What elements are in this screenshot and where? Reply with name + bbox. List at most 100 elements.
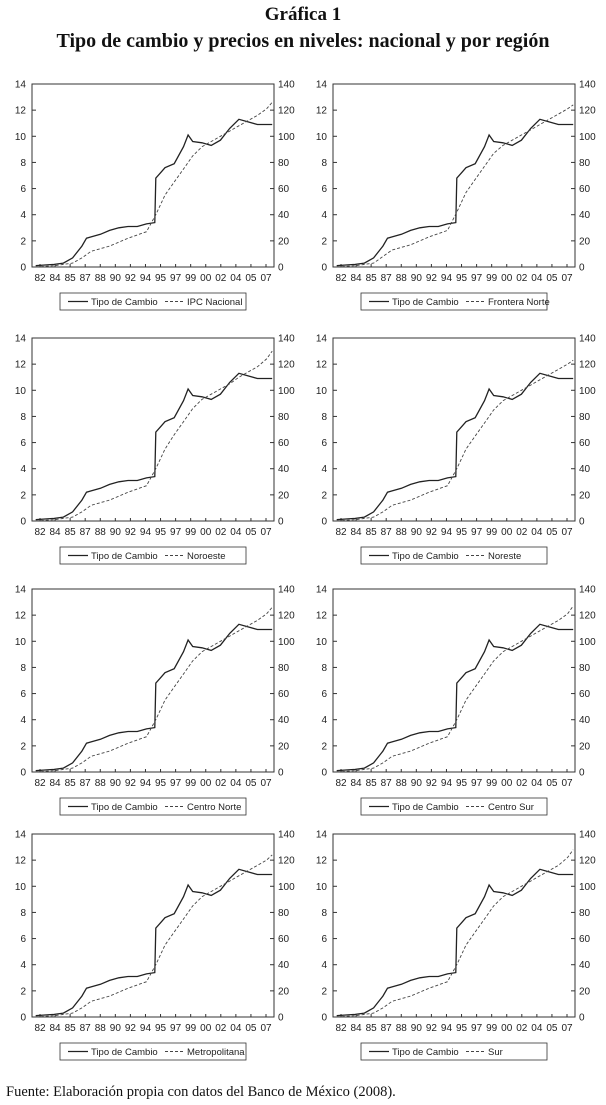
series-line-precios: [336, 104, 574, 268]
left-tick-label: 12: [15, 360, 27, 371]
x-tick-label: 90: [110, 1023, 122, 1034]
left-tick-label: 4: [20, 210, 26, 221]
x-tick-label: 97: [471, 778, 483, 789]
x-tick-label: 99: [185, 1023, 197, 1034]
left-tick-label: 14: [15, 585, 27, 596]
legend-box: [59, 1042, 247, 1061]
left-tick-label: 8: [321, 158, 327, 169]
x-tick-label: 00: [200, 273, 212, 284]
x-tick-label: 92: [426, 1023, 438, 1034]
right-tick-label: 60: [278, 934, 290, 945]
right-tick-label: 0: [579, 263, 585, 274]
left-tick-label: 2: [321, 490, 327, 501]
x-tick-label: 90: [110, 273, 122, 284]
x-tick-label: 04: [230, 527, 242, 538]
left-tick-label: 12: [15, 106, 27, 117]
x-tick-label: 99: [185, 527, 197, 538]
left-tick-label: 4: [321, 464, 327, 475]
series-line-tipo-de-cambio: [35, 118, 273, 267]
x-tick-label: 94: [140, 778, 152, 789]
x-tick-label: 87: [381, 1023, 393, 1034]
right-tick-label: 20: [579, 741, 591, 752]
series-line-precios: [336, 359, 574, 522]
x-tick-label: 82: [335, 527, 347, 538]
left-tick-label: 0: [20, 1013, 26, 1024]
right-tick-label: 0: [579, 1013, 585, 1024]
x-tick-label: 84: [351, 527, 363, 538]
legend-label-tipo-de-cambio: Tipo de Cambio: [91, 551, 158, 562]
legend-label-precios: IPC Nacional: [187, 297, 242, 308]
x-tick-label: 92: [426, 778, 438, 789]
x-tick-label: 04: [230, 273, 242, 284]
x-tick-label: 85: [65, 273, 77, 284]
right-tick-label: 100: [278, 882, 295, 893]
x-tick-label: 92: [125, 527, 137, 538]
x-tick-label: 95: [155, 1023, 167, 1034]
legend-label-tipo-de-cambio: Tipo de Cambio: [392, 802, 459, 813]
x-tick-label: 02: [215, 778, 227, 789]
left-tick-label: 4: [321, 715, 327, 726]
right-tick-label: 120: [278, 856, 295, 867]
series-line-precios: [35, 854, 273, 1018]
left-tick-label: 4: [20, 960, 26, 971]
right-tick-label: 100: [579, 882, 596, 893]
legend-label-tipo-de-cambio: Tipo de Cambio: [392, 551, 459, 562]
x-tick-label: 02: [215, 273, 227, 284]
x-tick-label: 07: [260, 1023, 272, 1034]
legend-label-precios: Centro Sur: [488, 802, 534, 813]
x-tick-label: 99: [486, 273, 498, 284]
legend-label-precios: Noreste: [488, 551, 521, 562]
x-tick-label: 94: [140, 273, 152, 284]
plot-frame: [332, 83, 576, 268]
x-tick-label: 92: [426, 527, 438, 538]
right-tick-label: 60: [579, 184, 591, 195]
right-tick-label: 140: [579, 585, 596, 596]
left-tick-label: 14: [15, 830, 27, 841]
left-tick-label: 14: [15, 334, 27, 345]
x-tick-label: 84: [50, 273, 62, 284]
x-tick-label: 88: [396, 1023, 408, 1034]
series-line-tipo-de-cambio: [336, 118, 574, 267]
right-tick-label: 20: [278, 741, 290, 752]
right-tick-label: 40: [278, 960, 290, 971]
left-tick-label: 2: [20, 490, 26, 501]
x-tick-label: 00: [501, 778, 513, 789]
right-tick-label: 0: [278, 768, 284, 779]
x-tick-label: 99: [486, 1023, 498, 1034]
x-tick-label: 82: [335, 1023, 347, 1034]
x-tick-label: 07: [561, 273, 573, 284]
x-tick-label: 82: [34, 1023, 46, 1034]
legend-box: [59, 546, 247, 565]
legend-label-tipo-de-cambio: Tipo de Cambio: [91, 802, 158, 813]
x-tick-label: 07: [260, 778, 272, 789]
right-tick-label: 0: [278, 1013, 284, 1024]
x-tick-label: 95: [456, 527, 468, 538]
x-tick-label: 97: [170, 1023, 182, 1034]
plot-frame: [332, 588, 576, 773]
x-tick-label: 82: [335, 778, 347, 789]
right-tick-label: 80: [579, 158, 591, 169]
right-tick-label: 40: [278, 715, 290, 726]
x-tick-label: 82: [34, 273, 46, 284]
x-tick-label: 95: [456, 273, 468, 284]
series-line-tipo-de-cambio: [336, 623, 574, 772]
right-tick-label: 80: [579, 908, 591, 919]
legend-box: [59, 797, 247, 816]
legend-label-tipo-de-cambio: Tipo de Cambio: [392, 297, 459, 308]
left-tick-label: 2: [20, 741, 26, 752]
right-tick-label: 140: [278, 830, 295, 841]
x-tick-label: 82: [34, 527, 46, 538]
x-tick-label: 02: [215, 527, 227, 538]
left-tick-label: 2: [20, 986, 26, 997]
x-tick-label: 00: [200, 778, 212, 789]
left-tick-label: 10: [15, 882, 27, 893]
right-tick-label: 120: [579, 360, 596, 371]
right-tick-label: 60: [579, 689, 591, 700]
legend-box: [360, 292, 548, 311]
left-tick-label: 10: [316, 882, 328, 893]
right-tick-label: 60: [579, 438, 591, 449]
left-tick-label: 12: [316, 106, 328, 117]
